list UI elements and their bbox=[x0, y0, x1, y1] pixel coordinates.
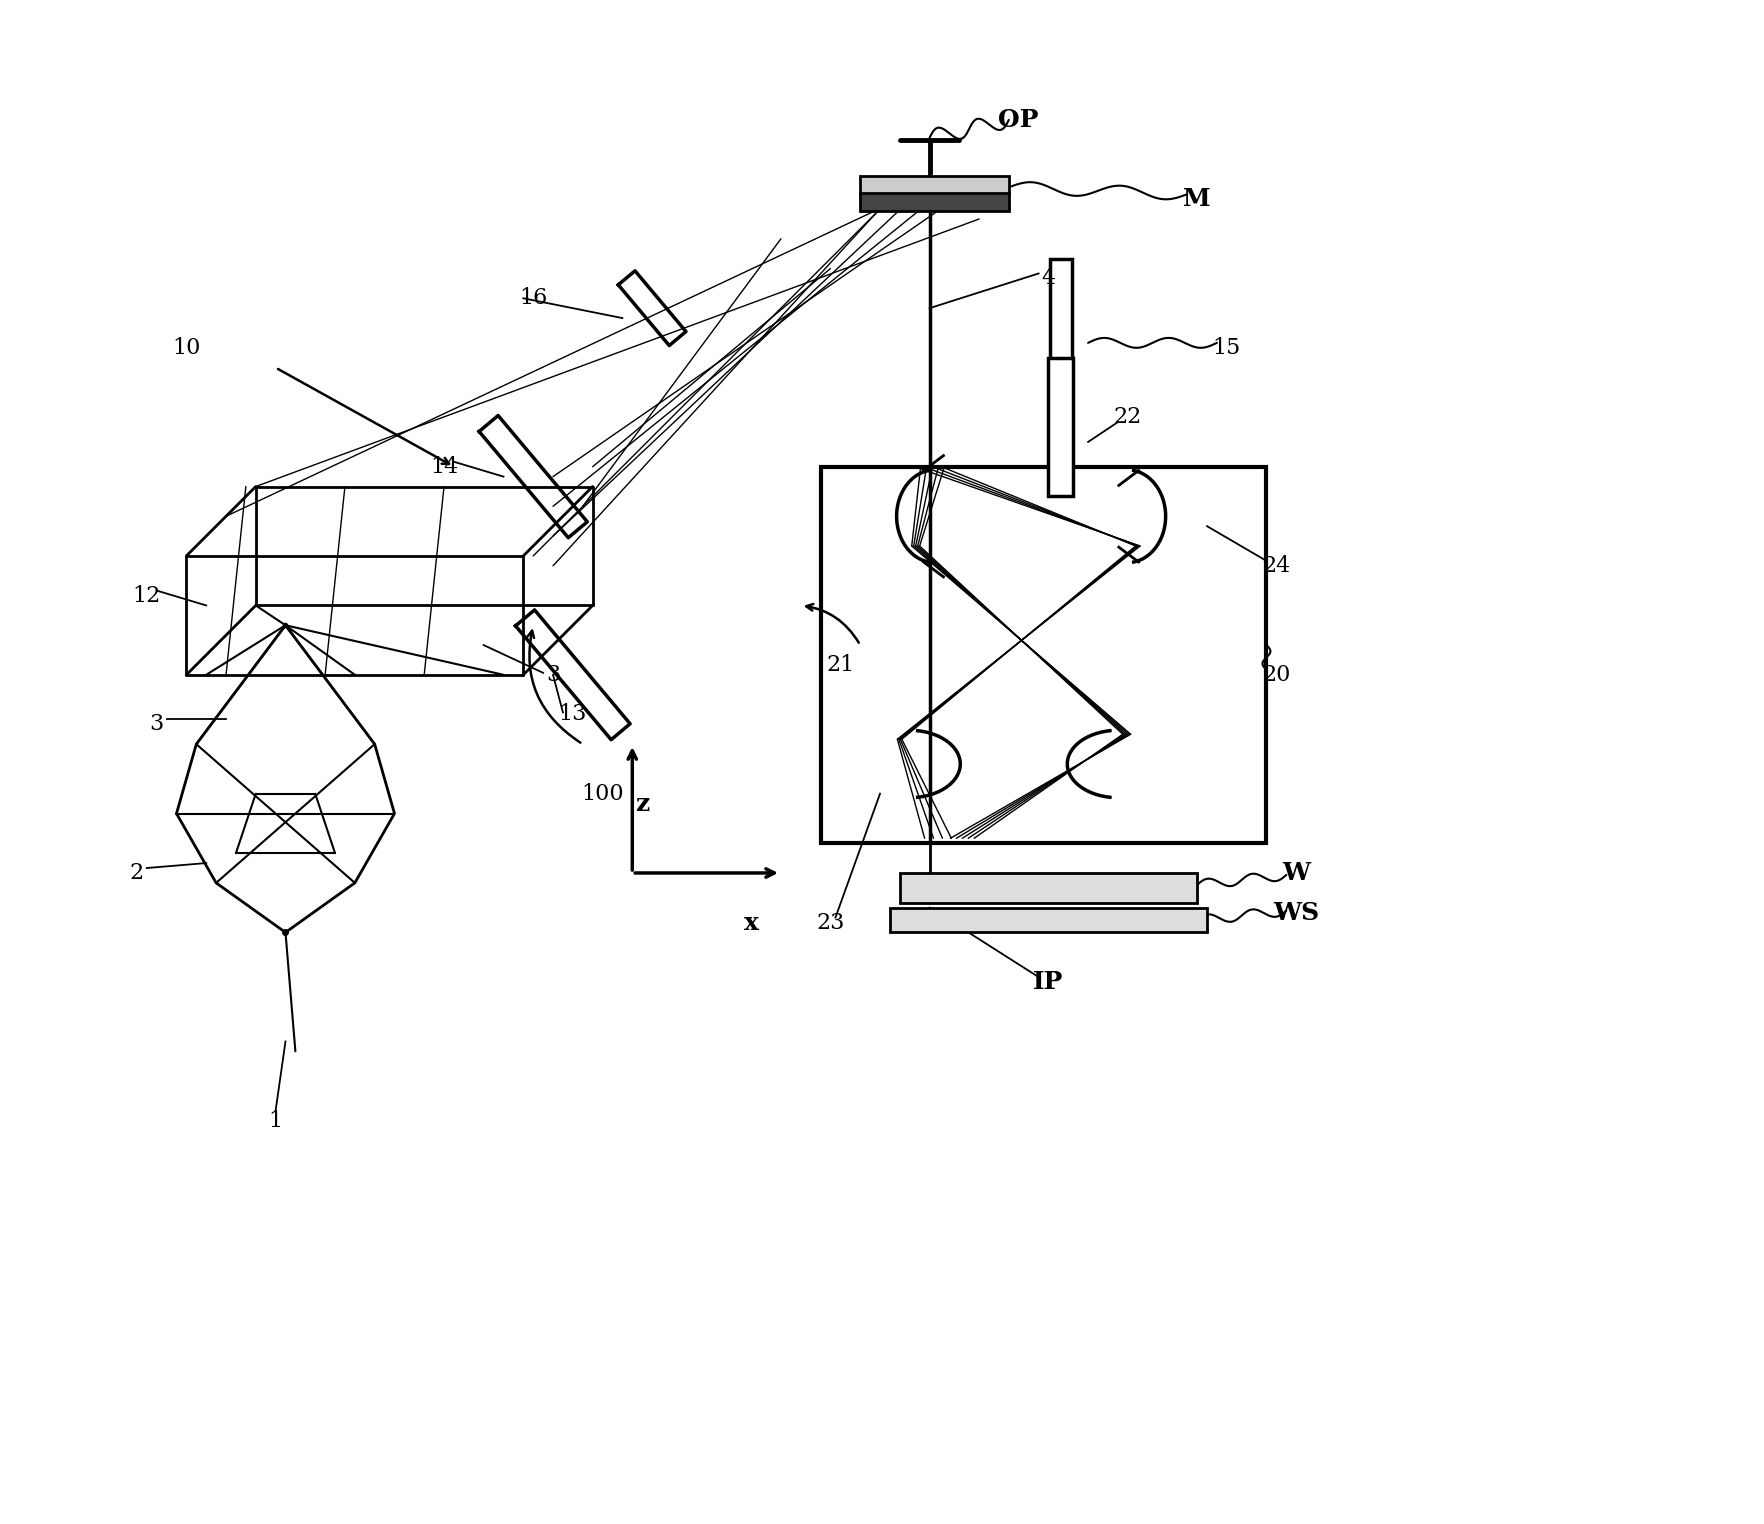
Text: 1: 1 bbox=[268, 1109, 282, 1132]
Text: WS: WS bbox=[1274, 901, 1319, 925]
Bar bbox=[861, 194, 1009, 210]
Text: z: z bbox=[635, 791, 649, 815]
Text: 3: 3 bbox=[545, 664, 561, 686]
Text: 10: 10 bbox=[173, 337, 201, 358]
Text: 100: 100 bbox=[582, 783, 624, 805]
Text: 2: 2 bbox=[131, 863, 145, 884]
Bar bbox=[1050, 259, 1073, 378]
Text: 24: 24 bbox=[1263, 555, 1291, 576]
Text: 22: 22 bbox=[1113, 407, 1141, 428]
Text: 14: 14 bbox=[430, 456, 459, 477]
Bar bbox=[861, 177, 1009, 194]
Text: M: M bbox=[1184, 187, 1210, 212]
Text: 13: 13 bbox=[559, 704, 587, 725]
Text: IP: IP bbox=[1034, 969, 1064, 994]
Bar bbox=[889, 908, 1207, 933]
Bar bbox=[900, 873, 1198, 902]
Text: 3: 3 bbox=[150, 713, 164, 736]
Text: 16: 16 bbox=[519, 287, 547, 309]
Bar bbox=[820, 466, 1267, 843]
Text: 15: 15 bbox=[1212, 337, 1240, 358]
Text: x: x bbox=[744, 910, 759, 934]
Text: 21: 21 bbox=[826, 654, 854, 675]
Text: 20: 20 bbox=[1263, 664, 1291, 686]
Text: OP: OP bbox=[998, 108, 1039, 133]
Text: 4: 4 bbox=[1041, 267, 1055, 290]
Text: 23: 23 bbox=[817, 911, 845, 934]
Text: W: W bbox=[1282, 861, 1311, 885]
Text: 12: 12 bbox=[132, 585, 161, 607]
Bar bbox=[1048, 358, 1073, 497]
